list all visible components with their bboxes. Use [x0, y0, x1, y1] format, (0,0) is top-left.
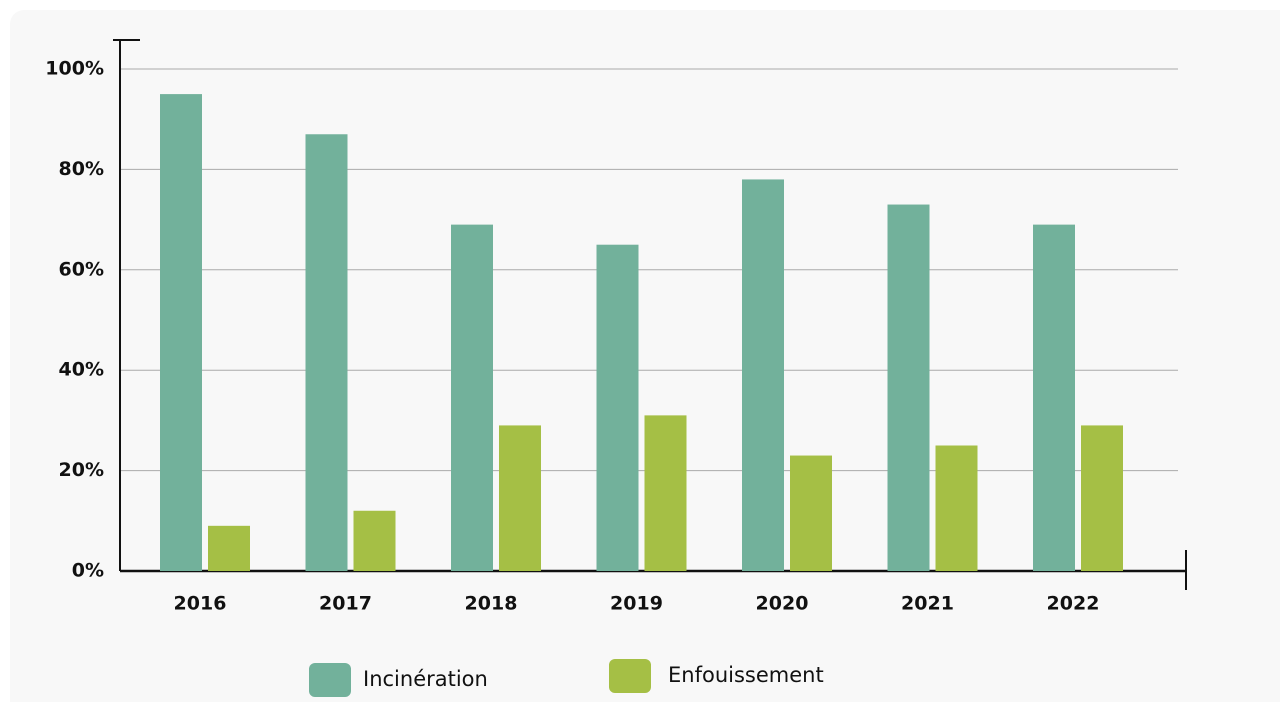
- x-tick-label: 2018: [465, 593, 518, 615]
- bar: [742, 179, 784, 571]
- bar: [1033, 224, 1075, 571]
- bar: [790, 455, 832, 571]
- x-tick-label: 2020: [756, 593, 809, 615]
- y-tick-label: 0%: [72, 560, 104, 582]
- bar: [935, 445, 978, 571]
- bar: [887, 204, 930, 572]
- y-tick-label: 60%: [59, 258, 104, 280]
- bar: [499, 425, 541, 571]
- bar: [596, 244, 639, 571]
- bar: [305, 134, 348, 571]
- bar: [1081, 425, 1123, 571]
- x-tick-label: 2022: [1047, 593, 1100, 615]
- x-tick-label: 2016: [174, 593, 227, 615]
- bar: [160, 94, 202, 571]
- bar: [353, 510, 396, 571]
- bar: [451, 224, 493, 571]
- legend-label: Enfouissement: [668, 663, 824, 687]
- bar: [644, 415, 687, 571]
- y-tick-label: 40%: [59, 359, 104, 381]
- legend-swatch: [609, 659, 651, 693]
- y-tick-label: 80%: [59, 158, 104, 180]
- x-tick-label: 2017: [319, 593, 372, 615]
- y-tick-label: 100%: [45, 58, 104, 80]
- legend-swatch: [309, 663, 351, 697]
- y-tick-label: 20%: [59, 459, 104, 481]
- x-tick-label: 2019: [610, 593, 663, 615]
- bar: [208, 525, 250, 571]
- legend-label: Incinération: [363, 667, 488, 691]
- x-tick-label: 2021: [901, 593, 954, 615]
